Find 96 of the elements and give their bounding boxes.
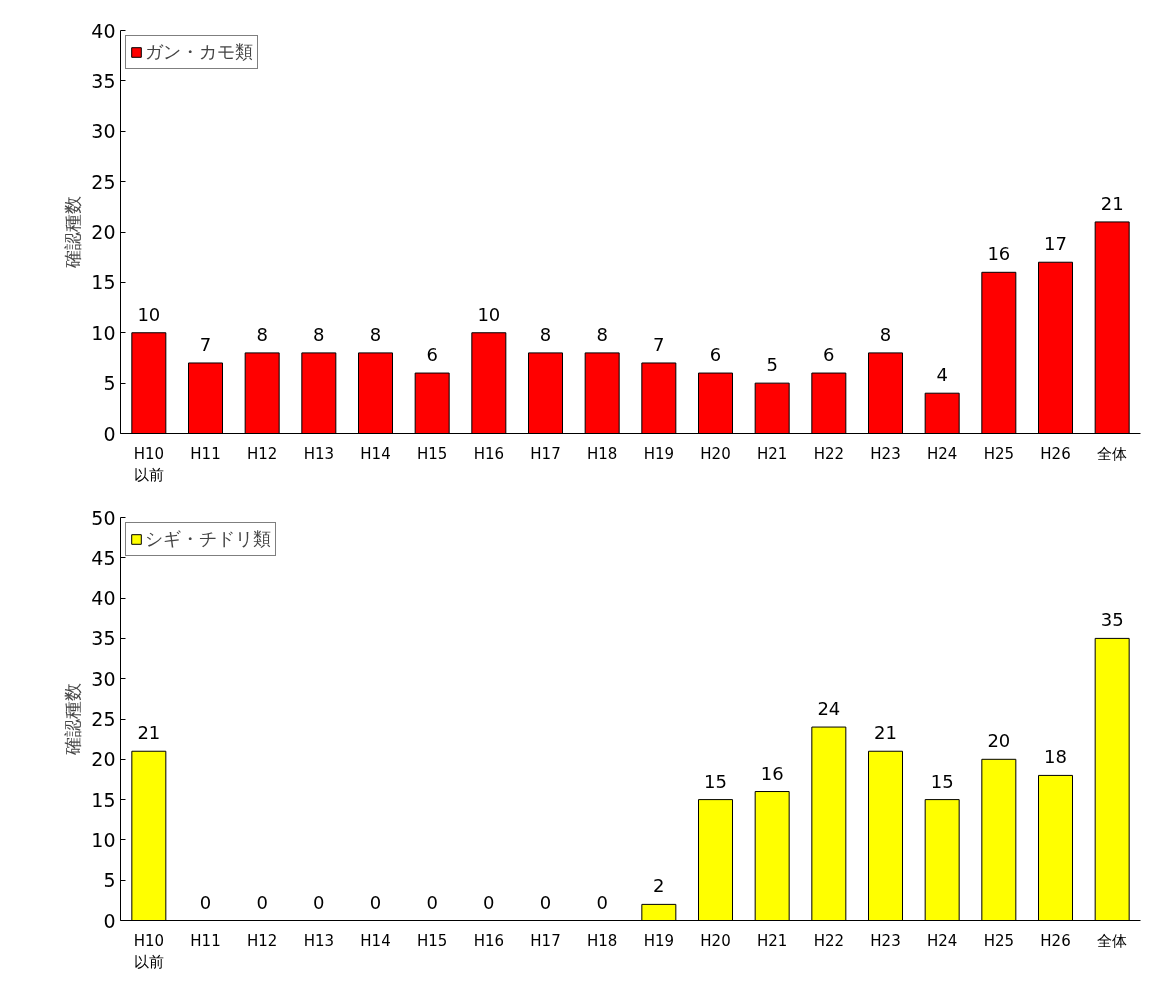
- x-tick-label: H15: [416, 444, 448, 463]
- data-label: 15: [704, 770, 727, 792]
- data-label: 2: [653, 875, 665, 897]
- y-tick-label: 10: [91, 321, 116, 344]
- x-tick-label: H16: [473, 444, 505, 463]
- data-label: 17: [1044, 233, 1067, 255]
- data-label: 20: [987, 730, 1011, 752]
- x-tick-label: H10 以前: [133, 931, 165, 972]
- data-label: 0: [369, 891, 382, 913]
- data-label: 10: [137, 303, 161, 325]
- y-tick-label: 10: [91, 828, 116, 851]
- y-tick-label: 30: [91, 120, 116, 143]
- data-label: 0: [256, 891, 268, 913]
- x-tick-label: H11: [190, 444, 221, 463]
- y-tick-label: 50: [91, 506, 116, 529]
- data-label: 21: [1100, 192, 1124, 214]
- y-axis-title: 確認種数: [62, 683, 84, 756]
- data-label: 5: [766, 354, 778, 376]
- x-tick-label: H20: [700, 444, 731, 463]
- data-label: 0: [483, 891, 495, 913]
- legend-label: シギ・チドリ類: [145, 527, 271, 551]
- y-tick-label: 0: [103, 422, 116, 445]
- data-label: 6: [426, 344, 438, 366]
- x-tick-label: H23: [870, 444, 901, 463]
- data-label: 21: [874, 722, 897, 744]
- data-label: 8: [539, 323, 552, 345]
- x-tick-label: H21: [756, 444, 788, 463]
- data-label: 6: [823, 344, 835, 366]
- x-tick-label: 全体: [1097, 444, 1128, 463]
- x-tick-label: H14: [360, 931, 391, 950]
- data-label: 10: [477, 303, 501, 325]
- y-tick-label: 30: [91, 667, 116, 690]
- data-label: 8: [369, 323, 382, 345]
- x-tick-label: H20: [700, 931, 731, 950]
- x-tick-label: H12: [246, 931, 278, 950]
- x-tick-label: H25: [983, 444, 1015, 463]
- x-tick-label: H14: [360, 444, 391, 463]
- y-tick-label: 15: [91, 788, 116, 811]
- y-tick-label: 25: [91, 170, 116, 193]
- x-tick-label: H16: [473, 931, 505, 950]
- x-tick-label: H22: [813, 931, 845, 950]
- y-tick-label: 20: [91, 221, 116, 243]
- y-tick-label: 5: [103, 372, 116, 395]
- data-label: 15: [930, 770, 954, 792]
- data-label: 4: [936, 364, 948, 386]
- y-tick-label: 40: [91, 587, 116, 610]
- data-label: 0: [313, 891, 325, 913]
- data-label: 0: [539, 891, 552, 913]
- x-tick-label: H10 以前: [133, 444, 165, 485]
- data-label: 6: [709, 344, 722, 366]
- y-tick-label: 35: [91, 627, 116, 650]
- y-tick-label: 45: [91, 546, 116, 569]
- data-label: 7: [199, 333, 212, 355]
- x-tick-label: H22: [813, 444, 845, 463]
- legend-label: ガン・カモ類: [145, 40, 253, 64]
- x-tick-label: H23: [870, 931, 901, 950]
- data-label: 0: [199, 891, 212, 913]
- x-tick-label: H18: [586, 444, 618, 463]
- data-label: 8: [313, 323, 325, 345]
- x-tick-label: H26: [1040, 444, 1071, 463]
- data-label: 8: [596, 323, 608, 345]
- data-label: 7: [653, 333, 665, 355]
- data-label: 21: [137, 722, 161, 744]
- x-tick-label: H17: [530, 444, 561, 463]
- data-label: 35: [1100, 609, 1124, 631]
- y-tick-label: 35: [91, 69, 116, 92]
- data-label: 18: [1044, 746, 1067, 768]
- x-tick-label: H11: [190, 931, 221, 950]
- data-label: 8: [256, 323, 268, 345]
- data-label: 0: [596, 891, 608, 913]
- x-tick-label: H25: [983, 931, 1015, 950]
- x-tick-label: H17: [530, 931, 561, 950]
- x-tick-label: 全体: [1097, 931, 1128, 950]
- y-tick-label: 25: [91, 708, 116, 730]
- x-tick-label: H19: [643, 444, 675, 463]
- data-label: 0: [426, 891, 438, 913]
- x-tick-label: H26: [1040, 931, 1071, 950]
- x-tick-label: H12: [246, 444, 278, 463]
- x-tick-label: H13: [303, 444, 335, 463]
- data-label: 16: [987, 243, 1011, 265]
- y-tick-label: 20: [91, 748, 116, 771]
- x-tick-label: H18: [586, 931, 618, 950]
- data-label: 16: [760, 762, 784, 784]
- y-tick-label: 5: [103, 869, 116, 892]
- x-tick-label: H21: [756, 931, 788, 950]
- x-tick-label: H24: [926, 931, 958, 950]
- data-label: 8: [879, 323, 892, 345]
- x-tick-label: H24: [926, 444, 958, 463]
- y-tick-label: 40: [91, 19, 116, 42]
- data-label: 24: [817, 698, 841, 720]
- y-tick-label: 15: [91, 271, 116, 294]
- y-axis-title: 確認種数: [62, 196, 84, 269]
- x-tick-label: H19: [643, 931, 675, 950]
- x-tick-label: H13: [303, 931, 335, 950]
- x-tick-label: H15: [416, 931, 448, 950]
- y-tick-label: 0: [103, 909, 116, 932]
